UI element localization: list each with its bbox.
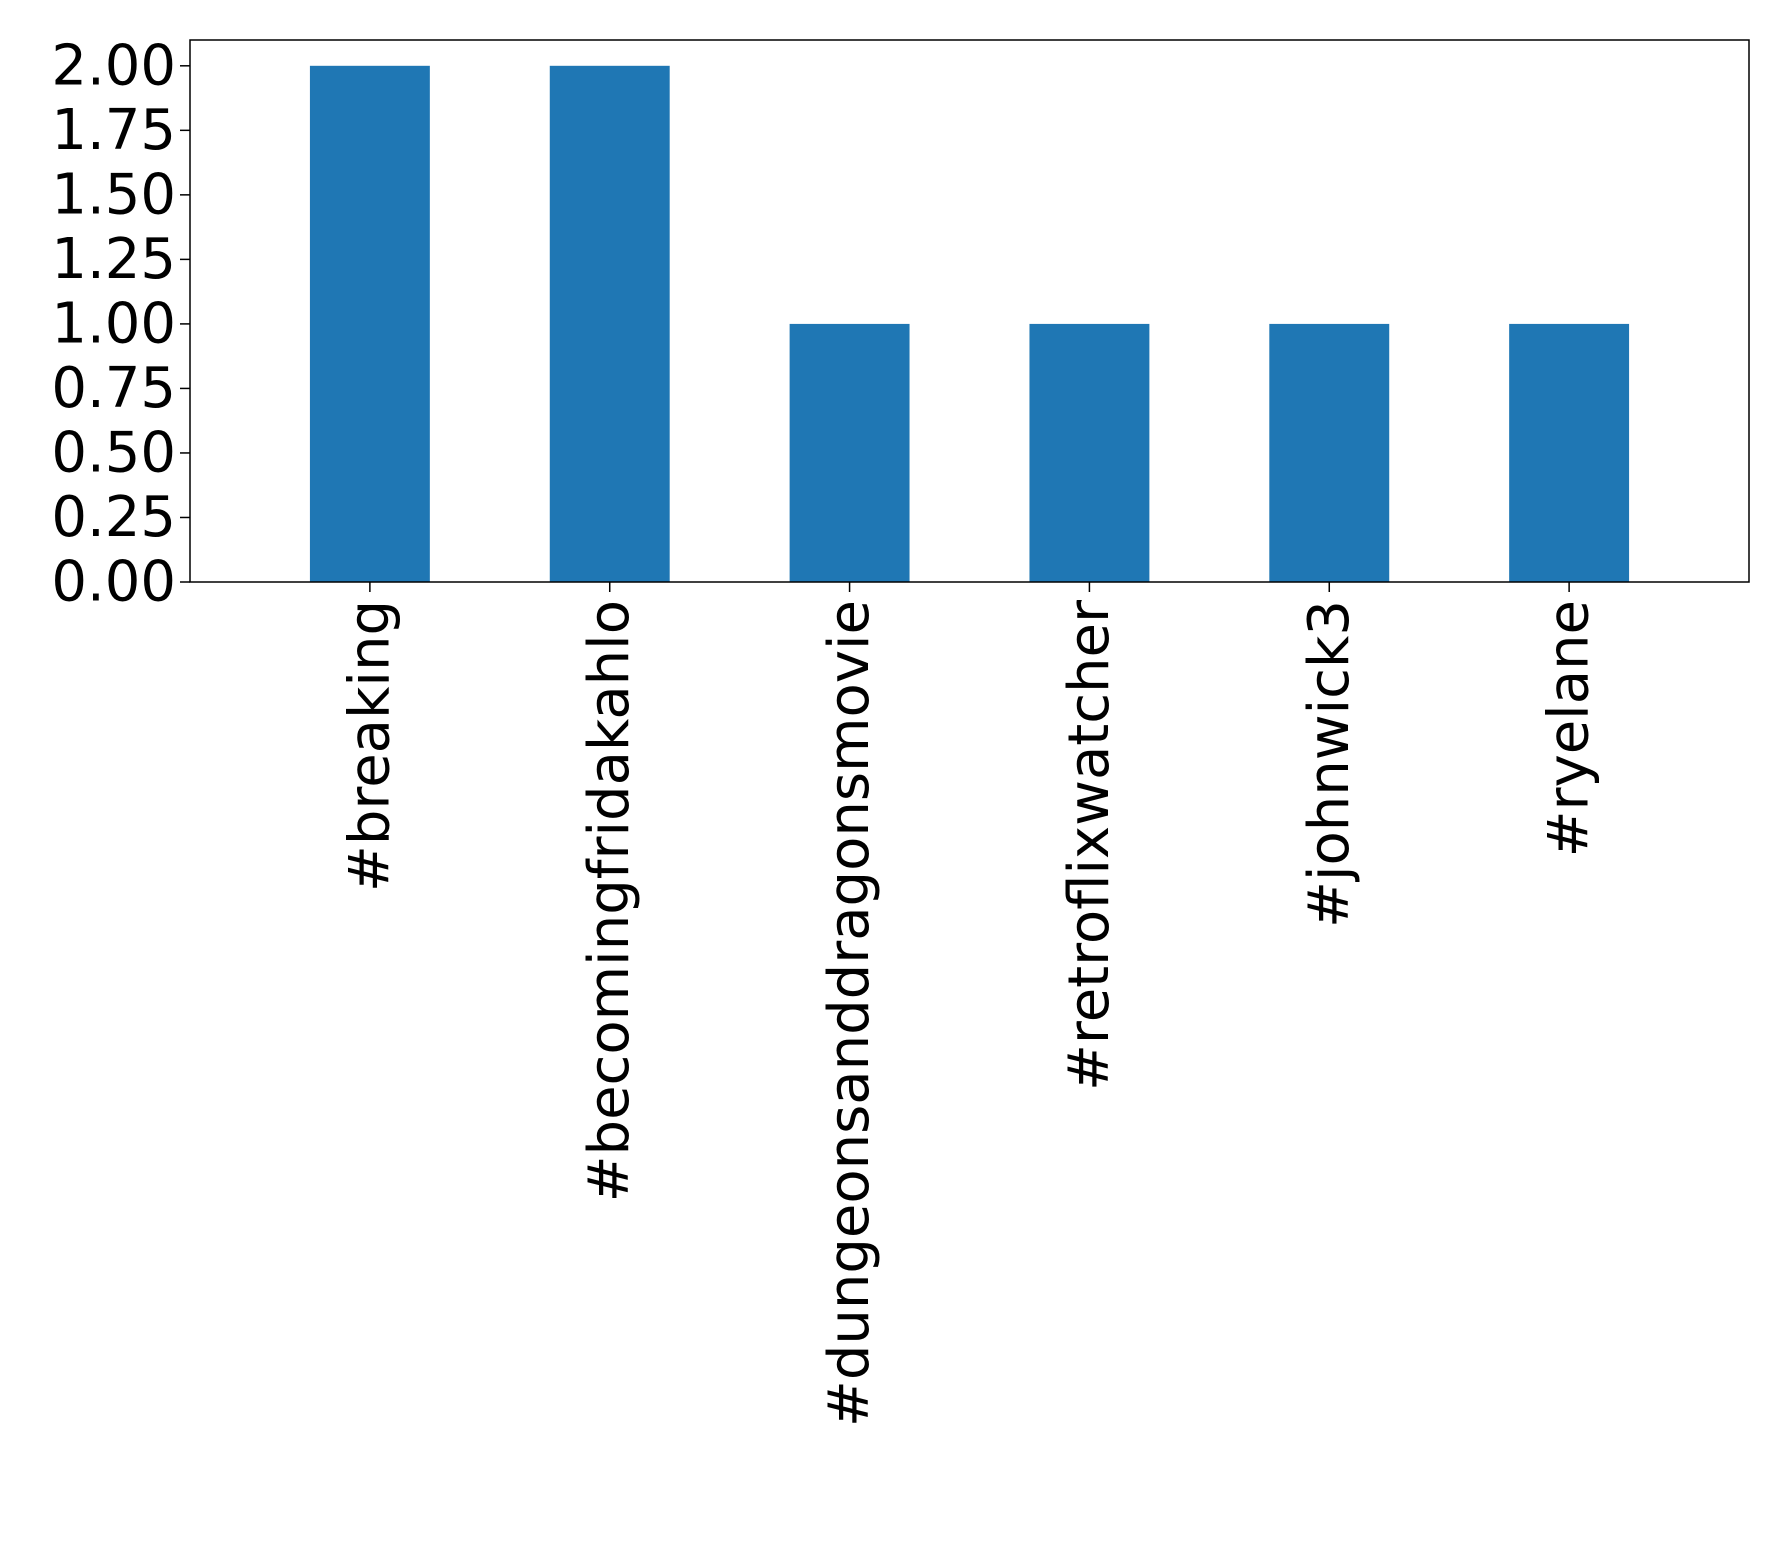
y-tick-label: 1.00 [51,291,176,356]
bar-retroflixwatcher [1029,323,1150,582]
bars-layer [309,65,1630,583]
y-tick-label: 1.75 [51,98,176,163]
x-tick-label: #breaking [337,600,402,892]
bar-breaking [309,65,430,583]
bar-ryelane [1509,323,1630,582]
x-tick-label: #retroflixwatcher [1057,599,1122,1091]
bar-becomingfridakahlo [549,65,670,583]
bar-johnwick3 [1269,323,1390,582]
x-tick-label: #becomingfridakahlo [577,600,642,1202]
x-tick-label: #ryelane [1537,600,1602,857]
y-axis: 0.000.250.500.751.001.251.501.752.00 [51,33,190,615]
y-tick-label: 1.25 [51,227,176,292]
x-tick-label: #johnwick3 [1297,600,1362,928]
plot-area-frame [189,39,1750,583]
y-tick-label: 0.25 [51,485,176,550]
bar-dungeonsanddragonsmovie [789,323,910,582]
y-tick-label: 0.75 [51,356,176,421]
y-tick-label: 2.00 [51,33,176,98]
x-axis: #breaking #becomingfridakahlo #dungeonsand… [337,582,1602,1427]
y-tick-label: 0.50 [51,420,176,485]
y-tick-label: 1.50 [51,162,176,227]
y-tick-label: 0.00 [51,550,176,615]
x-tick-label: #dungeonsanddragonsmovie [817,600,882,1427]
